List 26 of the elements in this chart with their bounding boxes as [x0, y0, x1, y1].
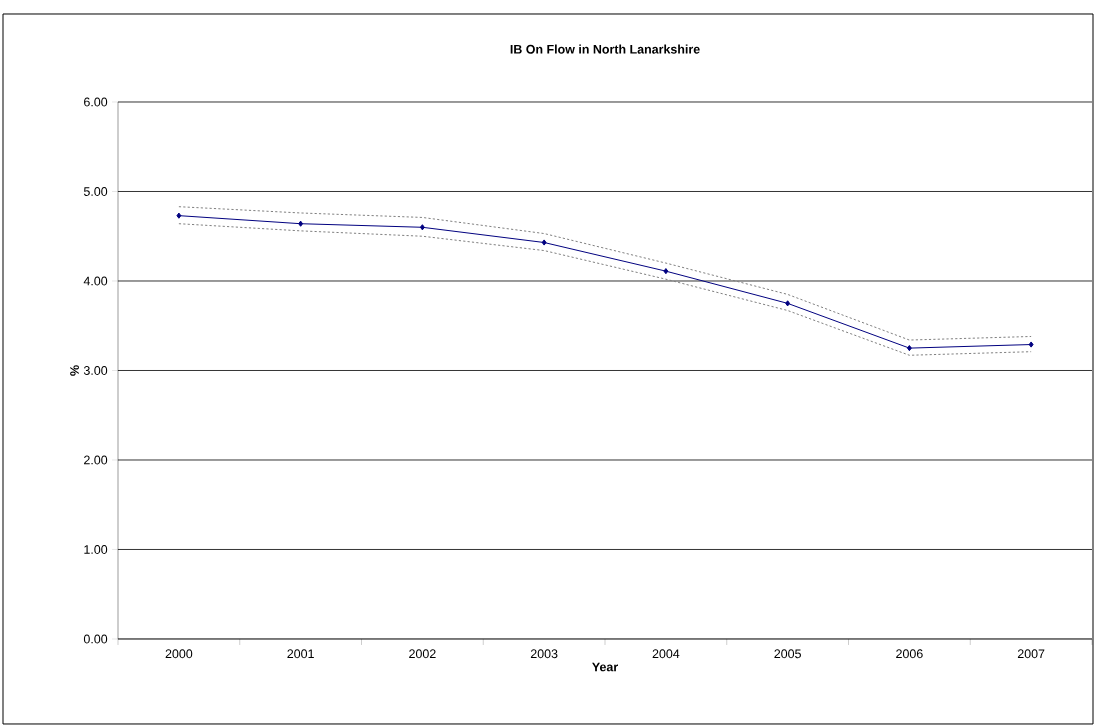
x-tick-label: 2004 [652, 649, 680, 659]
point [419, 224, 425, 231]
point [785, 300, 791, 307]
y-tick-label: 1.00 [84, 545, 108, 554]
y-tick-label: 0.00 [83, 634, 108, 644]
x-tick-label: 2003 [530, 649, 558, 659]
point [663, 268, 669, 275]
x-tick-label: 2006 [896, 649, 923, 659]
x-tick-label: 2005 [774, 649, 801, 659]
y-tick-label: 4.00 [83, 276, 108, 286]
x-axis-title: Year [592, 662, 618, 672]
x-tick-label: 2000 [165, 649, 193, 659]
x-tick-label: 2001 [287, 649, 314, 659]
point [541, 239, 547, 246]
x-tick-label: 2007 [1017, 649, 1045, 659]
x-tick-label: 2002 [409, 649, 436, 659]
y-tick-label: 5.00 [83, 187, 108, 196]
point [906, 345, 912, 352]
point [176, 212, 182, 219]
y-tick-label: 6.00 [84, 97, 108, 107]
point [298, 220, 304, 227]
y-axis-title: % [70, 365, 79, 376]
y-tick-label: 3.00 [83, 366, 108, 375]
y-tick-label: 2.00 [84, 455, 108, 465]
point [1028, 341, 1034, 348]
chart-title: IB On Flow in North Lanarkshire [510, 44, 700, 54]
